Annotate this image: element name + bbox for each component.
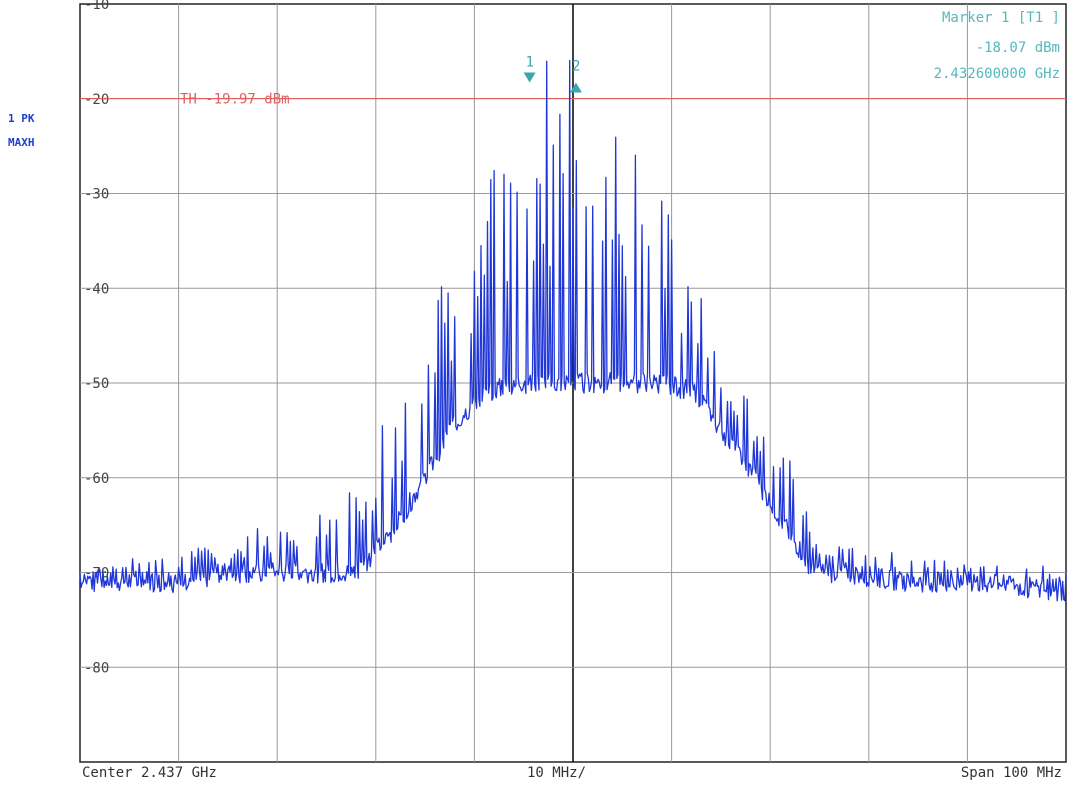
y-tick-label: -50 (84, 376, 109, 392)
y-tick-label: -20 (84, 92, 109, 108)
spectrum-trace (79, 59, 1067, 602)
marker-2-triangle (569, 82, 582, 93)
threshold-label: TH -19.97 dBm (180, 91, 290, 107)
spectrum-trace-line (79, 59, 1067, 602)
marker-readout-level: -18.07 dBm (975, 40, 1060, 56)
marker-1-triangle (523, 72, 536, 83)
span-label: Span 100 MHz (960, 765, 1062, 781)
marker-1-label: 1 (526, 54, 534, 70)
center-frequency-label: Center 2.437 GHz (82, 765, 217, 781)
division-label: 10 MHz/ (527, 765, 587, 781)
y-tick-label: -30 (84, 187, 109, 203)
trace-label: 1 PK (8, 112, 35, 125)
marker-readout-title: Marker 1 [T1 ] (941, 10, 1060, 26)
threshold-line: TH -19.97 dBm (80, 91, 1066, 107)
trace-mode: MAXH (8, 136, 35, 149)
grid (79, 3, 1067, 763)
marker-2-label: 2 (572, 59, 580, 75)
y-tick-label: -80 (84, 660, 109, 676)
y-tick-label: -60 (84, 471, 109, 487)
marker-readout-frequency: 2.432600000 GHz (933, 66, 1060, 82)
y-tick-label: -10 (84, 0, 109, 13)
y-tick-label: -40 (84, 281, 109, 297)
